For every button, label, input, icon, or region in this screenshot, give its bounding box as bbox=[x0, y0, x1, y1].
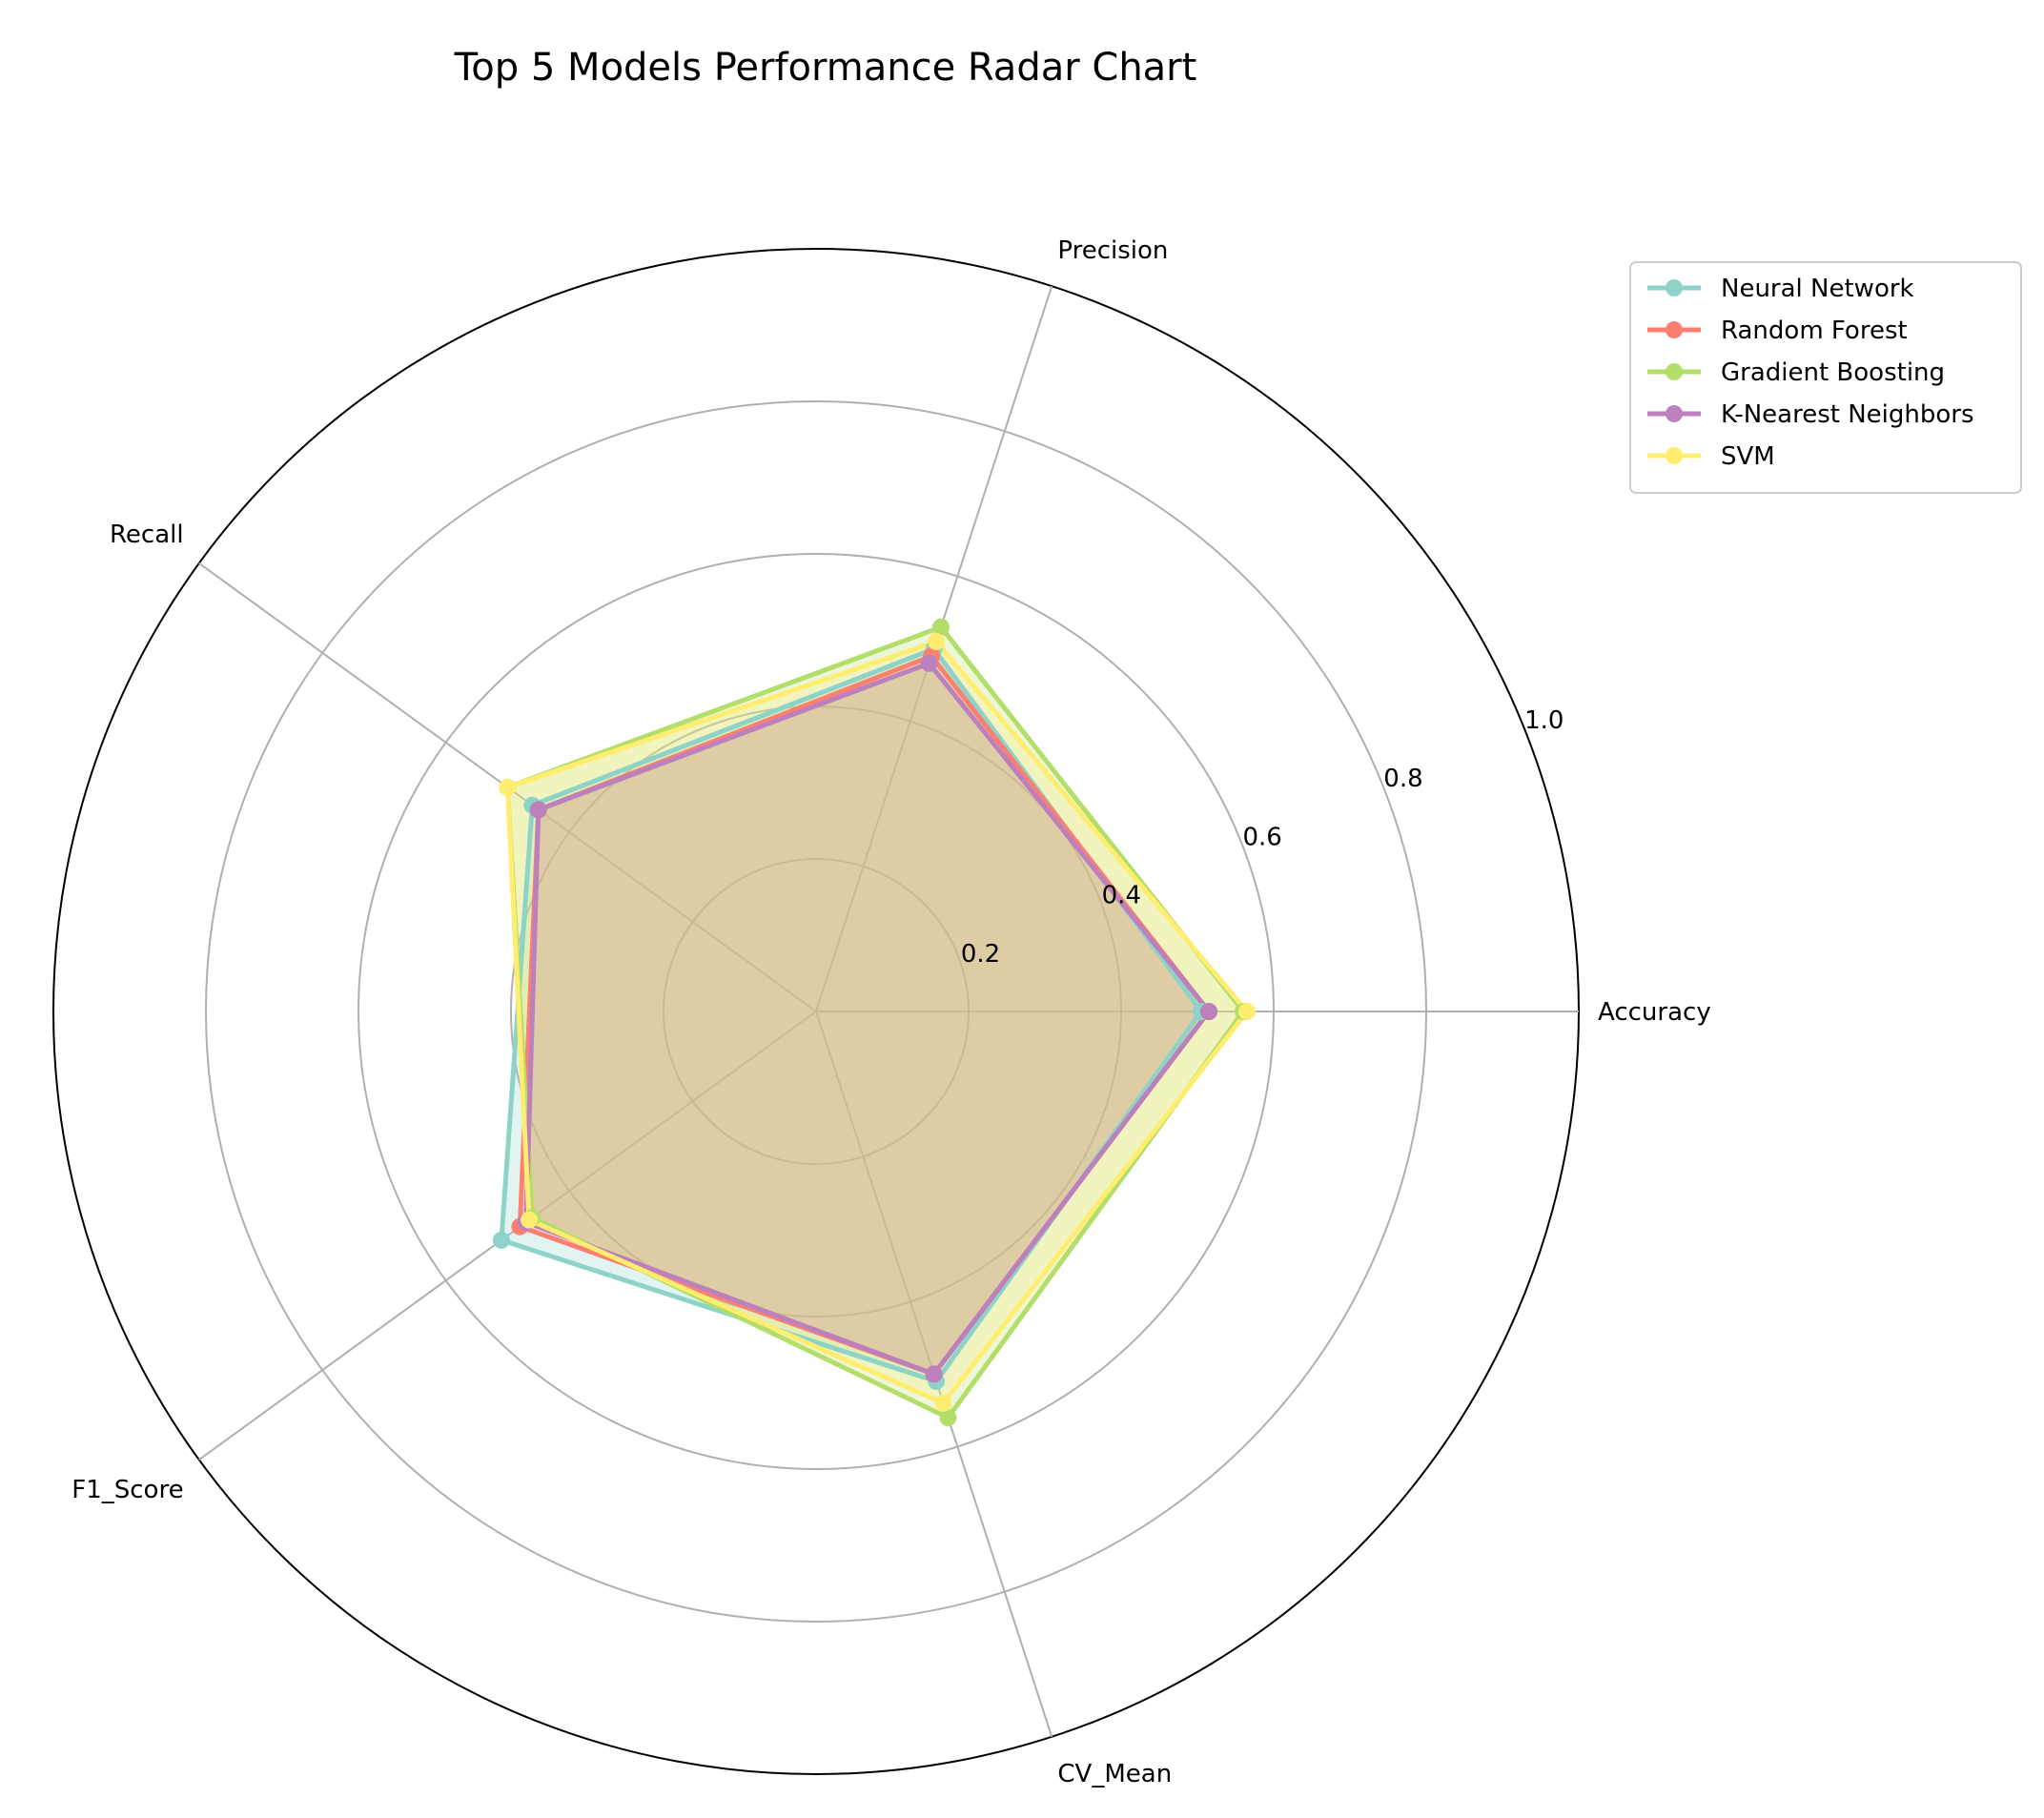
point-k-nearest-neighbors-accuracy bbox=[1200, 1003, 1217, 1020]
point-gradient-boosting-cv-mean bbox=[939, 1409, 957, 1427]
r-tick-label: 0.8 bbox=[1383, 765, 1422, 793]
r-tick-label: 1.0 bbox=[1524, 706, 1564, 735]
series-fill-k-nearest-neighbors bbox=[525, 663, 1209, 1375]
axis-label-accuracy: Accuracy bbox=[1598, 998, 1711, 1027]
point-neural-network-f1-score bbox=[492, 1231, 510, 1249]
series-line-neural-network bbox=[499, 646, 1204, 1384]
series-fills bbox=[501, 626, 1247, 1419]
point-svm-accuracy bbox=[1238, 1003, 1256, 1020]
point-k-nearest-neighbors-precision bbox=[920, 654, 938, 672]
legend-marker-neural-network bbox=[1666, 279, 1683, 296]
point-svm-cv-mean bbox=[934, 1394, 952, 1412]
legend-marker-svm bbox=[1666, 447, 1683, 464]
point-k-nearest-neighbors-recall bbox=[529, 801, 547, 819]
legend-marker-random-forest bbox=[1666, 321, 1683, 338]
series-lines bbox=[499, 624, 1250, 1420]
point-k-nearest-neighbors-cv-mean bbox=[925, 1365, 943, 1383]
axis-label-precision: Precision bbox=[1057, 236, 1168, 265]
point-svm-precision bbox=[928, 632, 946, 650]
legend-label-svm: SVM bbox=[1721, 442, 1775, 471]
legend-label-random-forest: Random Forest bbox=[1721, 317, 1908, 345]
legend-label-k-nearest-neighbors: K-Nearest Neighbors bbox=[1721, 400, 1974, 429]
axis-label-f1-score: F1_Score bbox=[72, 1476, 183, 1504]
point-gradient-boosting-precision bbox=[932, 618, 950, 636]
legend-label-neural-network: Neural Network bbox=[1721, 275, 1914, 303]
radial-tick-labels: 0.2 0.4 0.6 0.8 1.0 bbox=[961, 706, 1564, 969]
series-line-svm bbox=[504, 639, 1250, 1406]
series-points bbox=[492, 618, 1256, 1427]
point-svm-f1-score bbox=[521, 1211, 539, 1229]
axis-label-cv-mean: CV_Mean bbox=[1057, 1760, 1172, 1788]
axis-labels: Accuracy Precision Recall F1_Score CV_Mean bbox=[72, 236, 1710, 1788]
axis-label-recall: Recall bbox=[110, 521, 184, 549]
series-line-k-nearest-neighbors bbox=[523, 661, 1212, 1377]
series-fill-random-forest bbox=[520, 656, 1209, 1375]
series-fill-svm bbox=[507, 642, 1247, 1403]
series-fill-neural-network bbox=[501, 648, 1201, 1381]
legend: Neural Network Random Forest Gradient Boos… bbox=[1629, 261, 2022, 494]
r-tick-label: 0.6 bbox=[1242, 823, 1281, 851]
point-svm-recall bbox=[499, 778, 517, 796]
legend-marker-k-nearest-neighbors bbox=[1666, 405, 1683, 422]
legend-box bbox=[1629, 261, 2022, 494]
chart-title: Top 5 Models Performance Radar Chart bbox=[454, 46, 1197, 90]
r-tick-label: 0.4 bbox=[1102, 882, 1141, 910]
legend-marker-gradient-boosting bbox=[1666, 363, 1683, 380]
legend-label-gradient-boosting: Gradient Boosting bbox=[1721, 358, 1945, 387]
r-tick-label: 0.2 bbox=[961, 940, 1000, 969]
